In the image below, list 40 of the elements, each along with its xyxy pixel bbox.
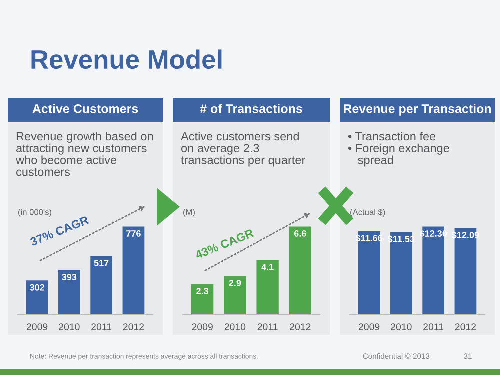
data-label: 517 (94, 260, 109, 266)
x-tick-label: 2011 (424, 324, 444, 330)
x-tick-label: 2009 (26, 324, 48, 330)
text: (M) (184, 209, 195, 217)
x-tick-label: 2009 (192, 324, 213, 330)
bar (26, 280, 48, 315)
text: Revenue Model (32, 50, 222, 70)
text: (Actual $) (350, 209, 386, 217)
data-label: 6.6 (294, 230, 306, 237)
data-label: 2.3 (196, 288, 209, 294)
text: (in 000's) (18, 209, 52, 217)
x-tick-label: 2011 (92, 324, 112, 330)
text: Active customers send on average 2.3 transactions per quarter (181, 132, 306, 167)
text: • Transaction fee • Foreign exchange spread (348, 132, 450, 167)
annotation: 37% CAGR (30, 216, 90, 246)
data-label: 2.9 (229, 280, 242, 286)
text: Revenue growth based on attracting new customers who become active customers (16, 132, 154, 176)
chart-title: # of Transactions (200, 104, 302, 114)
bar (58, 270, 80, 315)
data-label: 4.1 (262, 264, 274, 270)
x-tick-label: 2010 (391, 324, 412, 330)
x-tick-label: 2009 (358, 324, 380, 330)
data-label: 302 (30, 284, 44, 291)
x-tick-label: 2012 (123, 324, 144, 330)
data-label: 393 (62, 274, 77, 280)
data-label: 776 (126, 230, 141, 237)
x-tick-label: 2012 (290, 324, 311, 330)
bar (224, 276, 246, 315)
chart-title: Revenue per Transaction (344, 104, 492, 116)
bar (122, 226, 145, 315)
bar (191, 284, 214, 315)
chart-title: Active Customers (32, 104, 138, 114)
bar (289, 226, 312, 315)
x-tick-label: 2012 (455, 324, 476, 330)
annotation: 43% CAGR (194, 228, 255, 260)
x-tick-label: 2010 (59, 324, 80, 330)
x-tick-label: 2011 (258, 324, 278, 330)
bar (256, 260, 279, 315)
x-tick-label: 2010 (224, 324, 246, 330)
bar (90, 256, 112, 315)
